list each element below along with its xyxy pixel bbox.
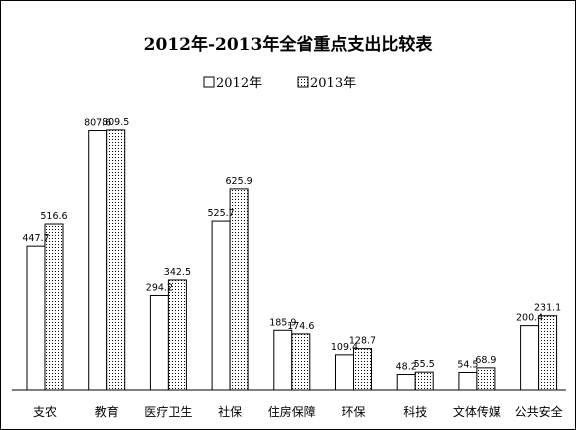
bar-2012-3 [211, 220, 231, 391]
data-label-2012-8: 200.4 [516, 313, 543, 324]
bar-2013-8 [538, 315, 558, 391]
data-label-2013-0: 516.6 [40, 211, 67, 222]
data-label-2013-2: 342.5 [164, 267, 191, 278]
bar-2013-4 [291, 333, 311, 391]
legend-label-2013: 2013年 [310, 76, 356, 91]
chart-title: 2012年-2013年全省重点支出比较表 [144, 34, 434, 55]
category-label-5: 环保 [341, 405, 365, 419]
bar-2012-0 [26, 245, 46, 391]
legend-label-2012: 2012年 [216, 76, 262, 91]
category-label-0: 支农 [33, 405, 57, 419]
bar-2013-5 [353, 348, 372, 391]
category-label-2: 医疗卫生 [144, 405, 192, 419]
category-label-7: 文体传媒 [453, 404, 501, 419]
data-label-2012-0: 447.7 [22, 233, 49, 244]
legend-swatch-2012 [203, 76, 215, 88]
data-label-2013-8: 231.1 [534, 303, 561, 314]
data-label-2013-1: 809.5 [102, 117, 129, 128]
bar-2013-3 [229, 188, 249, 391]
data-label-2013-4: 174.6 [287, 321, 314, 332]
data-label-2013-5: 128.7 [349, 336, 376, 347]
data-label-2012-2: 294.2 [146, 282, 173, 293]
category-label-4: 住房保障 [268, 404, 316, 419]
legend-swatch-2013 [297, 76, 309, 88]
bar-2013-2 [167, 279, 187, 391]
data-label-2013-7: 68.9 [475, 355, 496, 366]
data-label-2012-4: 185.9 [269, 317, 296, 328]
bar-2013-6 [414, 371, 434, 391]
category-label-1: 教育 [95, 404, 119, 419]
bar-2013-0 [44, 223, 64, 391]
bar-2013-1 [106, 129, 126, 391]
bar-2013-7 [476, 367, 496, 391]
data-label-2012-5: 109.4 [331, 342, 358, 353]
legend: 2012年 2013年 [203, 76, 356, 91]
bar-2012-1 [88, 130, 108, 391]
data-label-2013-6: 55.5 [414, 359, 435, 370]
bar-2012-4 [273, 329, 293, 391]
bar-2012-7 [458, 371, 478, 391]
data-label-2012-7: 54.5 [457, 359, 478, 370]
bar-2012-6 [396, 374, 416, 391]
category-label-3: 社保 [218, 404, 242, 419]
bar-2012-2 [149, 294, 169, 391]
category-label-8: 公共安全 [515, 404, 563, 419]
data-label-2012-6: 48.2 [396, 362, 417, 373]
data-label-2012-1: 807.6 [84, 118, 111, 129]
bar-2012-8 [520, 325, 540, 391]
category-labels-layer: 支农 教育 医疗卫生 社保 住房保障 环保 科技 文体传媒 公共安全 [33, 404, 563, 419]
bar-2012-5 [335, 354, 354, 391]
category-label-6: 科技 [403, 405, 427, 419]
data-label-2012-3: 525.7 [207, 208, 234, 219]
bars-layer [26, 129, 558, 391]
data-label-2013-3: 625.9 [225, 176, 252, 187]
